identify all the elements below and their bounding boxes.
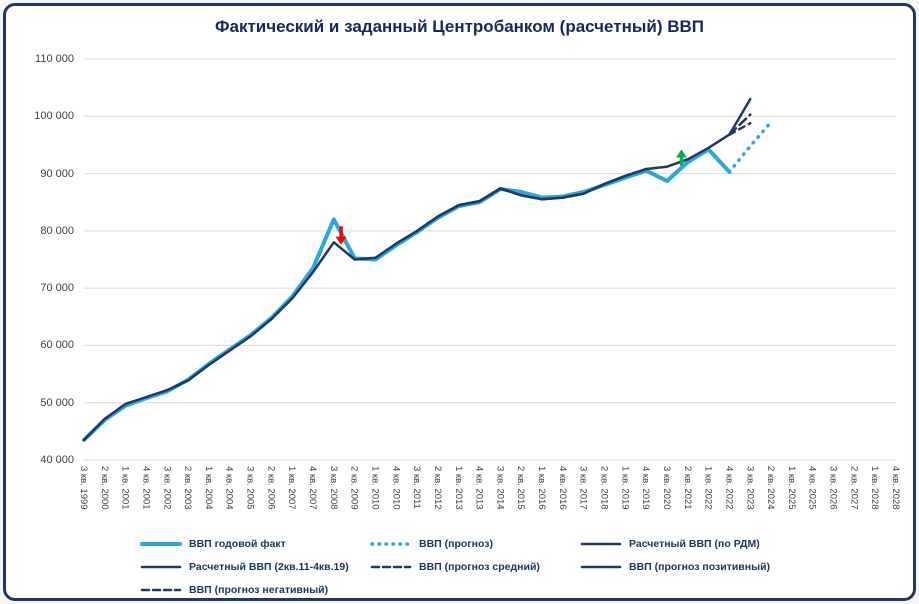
legend-item: ВВП (прогноз)	[370, 538, 580, 550]
legend-item: ВВП (прогноз средний)	[370, 561, 580, 573]
x-tick-label: 4 кв. 2025	[806, 466, 818, 510]
x-tick-label: 2 кв. 2024	[765, 466, 777, 510]
legend-swatch-line	[580, 542, 622, 545]
x-tick-label: 3 кв. 2017	[577, 466, 589, 510]
y-tick-label: 100 000	[34, 110, 74, 123]
x-tick-label: 4 кв. 2007	[307, 466, 319, 510]
x-tick-label: 2 кв. 2003	[182, 466, 194, 510]
series-calc-rdm	[82, 133, 731, 442]
crisis-2008-arrow-head	[335, 236, 347, 245]
legend: ВВП годовой факт ВВП (прогноз) Расчетный В…	[140, 532, 903, 598]
x-tick-label: 3 кв. 2011	[411, 466, 423, 509]
series-forecast-mid	[728, 113, 752, 136]
legend-item-label: ВВП (прогноз)	[419, 537, 494, 550]
y-tick-label: 60 000	[40, 339, 74, 352]
x-tick-label: 1 кв. 2025	[785, 466, 797, 510]
legend-swatch-line	[140, 565, 182, 568]
x-tick-label: 3 кв. 2008	[327, 466, 339, 510]
series-forecast-pos	[728, 97, 752, 136]
legend-item: ВВП годовой факт	[140, 538, 370, 550]
x-tick-label: 1 кв. 2001	[119, 466, 131, 510]
x-tick-label: 3 кв. 2026	[827, 466, 839, 510]
legend-item-label: ВВП (прогноз позитивный)	[629, 560, 771, 573]
x-tick-label: 3 кв. 2020	[660, 466, 672, 510]
x-tick-label: 1 кв. 2016	[536, 466, 548, 510]
x-tick-label: 3 кв. 2002	[161, 466, 173, 510]
legend-item: Расчетный ВВП (по РДМ)	[580, 538, 760, 550]
covid-2020-arrow-head	[676, 149, 687, 158]
x-tick-label: 3 кв. 2023	[744, 466, 756, 510]
x-tick-label: 4 кв. 2016	[556, 466, 568, 510]
x-tick-label: 4 кв. 2028	[890, 466, 901, 510]
series-fact-forecast	[727, 120, 773, 174]
legend-row: ВВП (прогноз негативный)	[140, 578, 903, 598]
x-tick-label: 2 кв. 2018	[598, 466, 610, 510]
x-tick-label: 3 кв. 2014	[494, 466, 506, 510]
x-tick-label: 1 кв. 2022	[702, 466, 714, 510]
y-tick-label: 90 000	[40, 167, 74, 180]
legend-swatch-line	[370, 565, 412, 568]
series-fact	[82, 147, 732, 442]
x-tick-label: 2 кв. 2006	[265, 466, 277, 510]
y-tick-label: 110 000	[35, 53, 74, 65]
x-tick-label: 1 кв. 2028	[869, 466, 881, 510]
legend-item-label: ВВП (прогноз негативный)	[189, 583, 329, 596]
legend-swatch-line	[140, 541, 182, 546]
legend-row: Расчетный ВВП (2кв.11-4кв.19) ВВП (прогно…	[140, 555, 903, 578]
x-tick-label: 2 кв. 2012	[431, 466, 443, 510]
x-tick-label: 4 кв. 2013	[473, 466, 485, 510]
x-tick-label: 2 кв. 2027	[848, 466, 860, 510]
chart-title: Фактический и заданный Центробанком (рас…	[214, 17, 704, 36]
x-tick-label: 2 кв. 2015	[515, 466, 527, 510]
legend-swatch-line	[370, 541, 412, 546]
x-tick-label: 4 кв. 2001	[140, 466, 152, 510]
plot-area	[82, 58, 896, 461]
x-tick-label: 1 кв. 2007	[286, 466, 298, 510]
x-tick-label: 2 кв. 2000	[98, 466, 110, 510]
x-tick-label: 1 кв. 2019	[619, 466, 631, 510]
x-tick-label: 2 кв. 2021	[681, 466, 693, 510]
legend-item: ВВП (прогноз позитивный)	[580, 561, 770, 573]
chart-frame: Фактический и заданный Центробанком (рас…	[3, 3, 916, 601]
legend-item-label: ВВП годовой факт	[189, 537, 286, 550]
legend-item: Расчетный ВВП (2кв.11-4кв.19)	[140, 561, 370, 573]
legend-swatch-line	[580, 565, 622, 568]
x-tick-label: 1 кв. 2004	[202, 466, 214, 510]
series-forecast-neg	[728, 121, 752, 136]
y-tick-label: 80 000	[40, 224, 74, 237]
x-tick-label: 4 кв. 2004	[223, 466, 235, 510]
legend-swatch-line	[140, 588, 182, 591]
x-tick-label: 1 кв. 2013	[452, 466, 464, 510]
y-tick-label: 70 000	[40, 282, 74, 295]
legend-row: ВВП годовой факт ВВП (прогноз) Расчетный В…	[140, 532, 903, 555]
legend-item-label: ВВП (прогноз средний)	[419, 560, 540, 573]
x-tick-label: 1 кв. 2010	[369, 466, 381, 510]
legend-item-label: Расчетный ВВП (2кв.11-4кв.19)	[189, 560, 349, 573]
x-tick-label: 4 кв. 2022	[723, 466, 735, 510]
legend-item: ВВП (прогноз негативный)	[140, 584, 370, 596]
x-tick-label: 4 кв. 2010	[390, 466, 402, 510]
x-tick-label: 2 кв. 2009	[348, 466, 360, 510]
x-tick-label: 4 кв. 2019	[640, 466, 652, 510]
x-tick-label: 3 кв. 1999	[78, 466, 89, 510]
x-tick-label: 3 кв. 2005	[244, 466, 256, 510]
y-tick-label: 50 000	[40, 396, 74, 409]
y-tick-label: 40 000	[40, 454, 74, 466]
series-calc-2011-2019	[415, 167, 648, 233]
legend-item-label: Расчетный ВВП (по РДМ)	[629, 537, 760, 550]
